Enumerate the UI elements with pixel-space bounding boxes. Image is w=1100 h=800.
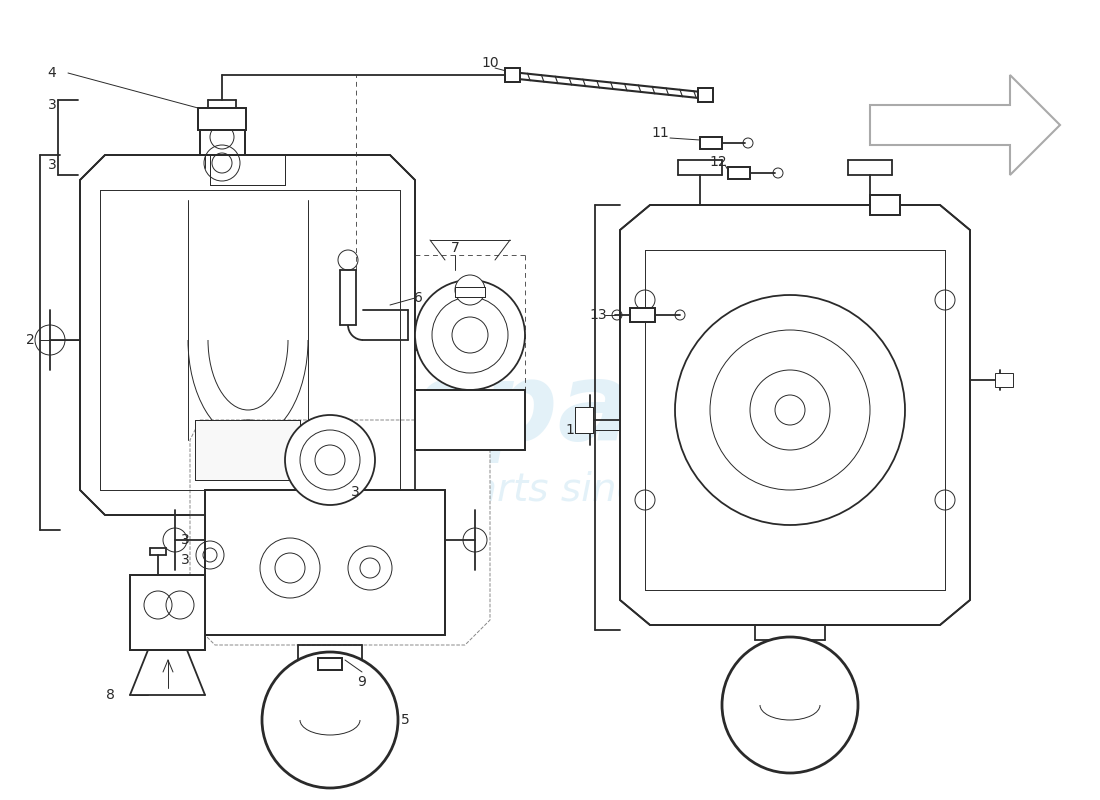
Text: 7: 7 xyxy=(451,241,460,255)
Text: 3: 3 xyxy=(351,485,360,499)
Circle shape xyxy=(262,652,398,788)
Bar xyxy=(630,308,654,322)
Bar xyxy=(130,575,205,650)
Bar xyxy=(870,195,900,215)
Bar xyxy=(318,658,342,670)
Text: 12: 12 xyxy=(710,155,727,169)
Text: 1: 1 xyxy=(565,423,574,437)
Bar xyxy=(575,407,593,433)
Bar xyxy=(505,68,520,82)
Text: 11: 11 xyxy=(651,126,669,140)
Bar xyxy=(200,120,245,155)
Circle shape xyxy=(285,415,375,505)
Bar xyxy=(455,287,485,297)
Text: 4: 4 xyxy=(47,66,56,80)
Bar xyxy=(210,155,285,185)
Text: 10: 10 xyxy=(481,56,498,70)
Text: 3: 3 xyxy=(47,158,56,172)
Bar xyxy=(415,390,525,450)
Bar xyxy=(728,167,750,179)
Text: 3: 3 xyxy=(47,98,56,112)
Text: eurospares: eurospares xyxy=(138,357,823,463)
Bar xyxy=(198,108,246,130)
Bar xyxy=(195,420,300,480)
Bar xyxy=(870,195,900,215)
Bar xyxy=(130,575,205,650)
Text: 8: 8 xyxy=(106,688,114,702)
Bar xyxy=(505,68,520,82)
Bar xyxy=(698,88,713,102)
Bar xyxy=(195,420,300,480)
Bar xyxy=(415,390,525,450)
Bar xyxy=(205,490,446,635)
Text: 6: 6 xyxy=(414,291,422,305)
Bar xyxy=(630,308,654,322)
Polygon shape xyxy=(190,420,490,645)
Polygon shape xyxy=(620,205,970,625)
Text: 13: 13 xyxy=(590,308,607,322)
Text: a passion for parts since 1985: a passion for parts since 1985 xyxy=(186,471,773,509)
Bar xyxy=(728,167,750,179)
Circle shape xyxy=(722,637,858,773)
Bar xyxy=(200,120,245,155)
Circle shape xyxy=(675,295,905,525)
Polygon shape xyxy=(80,155,415,515)
Bar xyxy=(996,373,1013,387)
Bar xyxy=(210,155,285,185)
Bar xyxy=(205,490,446,635)
Text: 3: 3 xyxy=(180,533,189,547)
Bar xyxy=(455,287,485,297)
Text: 3: 3 xyxy=(180,553,189,567)
Bar xyxy=(318,658,342,670)
Bar xyxy=(698,88,713,102)
Bar xyxy=(700,137,722,149)
Bar xyxy=(198,108,246,130)
Text: 5: 5 xyxy=(400,713,409,727)
Bar xyxy=(700,137,722,149)
Text: 9: 9 xyxy=(358,675,366,689)
Text: 2: 2 xyxy=(25,333,34,347)
Circle shape xyxy=(455,275,485,305)
Circle shape xyxy=(415,280,525,390)
Bar xyxy=(575,407,593,433)
